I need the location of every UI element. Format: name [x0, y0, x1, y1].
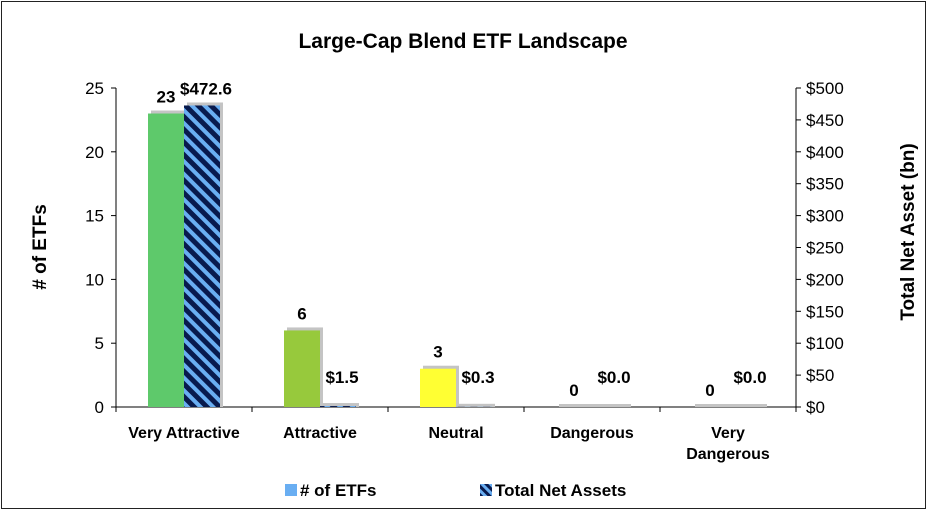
- right-tick-label: $200: [806, 270, 844, 289]
- legend-swatch-etf-count: [285, 484, 297, 496]
- left-tick-label: 0: [95, 398, 104, 417]
- category-label: Neutral: [428, 425, 483, 442]
- data-label-etf-count: 23: [157, 88, 176, 107]
- bar-etf-count: [284, 330, 320, 407]
- left-axis-ticks: 0 5 10 15 20 25: [85, 79, 116, 417]
- bar-shadow: [459, 403, 495, 407]
- data-label-etf-count: 0: [705, 381, 714, 400]
- bar-shadow: [595, 404, 631, 407]
- bar-etf-count: [148, 113, 184, 408]
- bar-shadow: [323, 403, 359, 407]
- bar-etf-count: [420, 368, 456, 407]
- category-label: Dangerous: [686, 446, 770, 463]
- data-label-total-net-assets: $0.3: [461, 368, 494, 387]
- category-labels-group: Very Attractive Attractive Neutral Dangerou…: [128, 425, 770, 463]
- right-tick-label: $350: [806, 175, 844, 194]
- x-axis-ticks: [115, 407, 797, 412]
- right-axis-ticks: $0 $50 $100 $150 $200 $250 $300 $350 $400 $450 $50…: [796, 79, 844, 417]
- bar-shadow: [559, 404, 595, 407]
- category-label: Very Attractive: [128, 425, 240, 442]
- data-label-total-net-assets: $0.0: [733, 368, 766, 387]
- data-label-etf-count: 3: [433, 343, 442, 362]
- left-tick-label: 5: [95, 334, 104, 353]
- legend-label-etf-count: # of ETFs: [300, 481, 377, 500]
- right-tick-label: $450: [806, 111, 844, 130]
- left-tick-label: 15: [85, 207, 104, 226]
- category-label: Dangerous: [550, 425, 634, 442]
- bar-shadow: [731, 404, 767, 407]
- right-tick-label: $300: [806, 207, 844, 226]
- right-tick-label: $400: [806, 143, 844, 162]
- category-label: Attractive: [283, 425, 357, 442]
- legend-label-total-net-assets: Total Net Assets: [495, 481, 626, 500]
- left-tick-label: 20: [85, 143, 104, 162]
- data-label-total-net-assets: $1.5: [325, 368, 358, 387]
- right-tick-label: $0: [806, 398, 825, 417]
- legend-swatch-total-net-assets: [480, 484, 492, 496]
- right-tick-label: $150: [806, 302, 844, 321]
- data-labels-group: 23 $472.6 6 $1.5 3 $0.3 0 $0.0 0 $0.0: [157, 79, 767, 400]
- left-tick-label: 10: [85, 270, 104, 289]
- right-tick-label: $500: [806, 79, 844, 98]
- right-axis-title: Total Net Asset (bn): [898, 143, 919, 320]
- data-label-total-net-assets: $472.6: [180, 79, 232, 98]
- right-tick-label: $50: [806, 366, 834, 385]
- bar-shadow: [695, 404, 731, 407]
- data-label-etf-count: 0: [569, 381, 578, 400]
- left-axis-title: # of ETFs: [30, 204, 51, 290]
- legend: # of ETFs Total Net Assets: [285, 481, 626, 500]
- bar-total-net-assets: [320, 406, 356, 407]
- chart-title: Large-Cap Blend ETF Landscape: [298, 30, 627, 53]
- data-label-etf-count: 6: [297, 304, 306, 323]
- right-tick-label: $100: [806, 334, 844, 353]
- left-tick-label: 25: [85, 79, 104, 98]
- bars-group: [148, 102, 767, 408]
- right-tick-label: $250: [806, 239, 844, 258]
- category-label: Very: [711, 425, 745, 442]
- data-label-total-net-assets: $0.0: [597, 368, 630, 387]
- bar-total-net-assets: [184, 105, 220, 407]
